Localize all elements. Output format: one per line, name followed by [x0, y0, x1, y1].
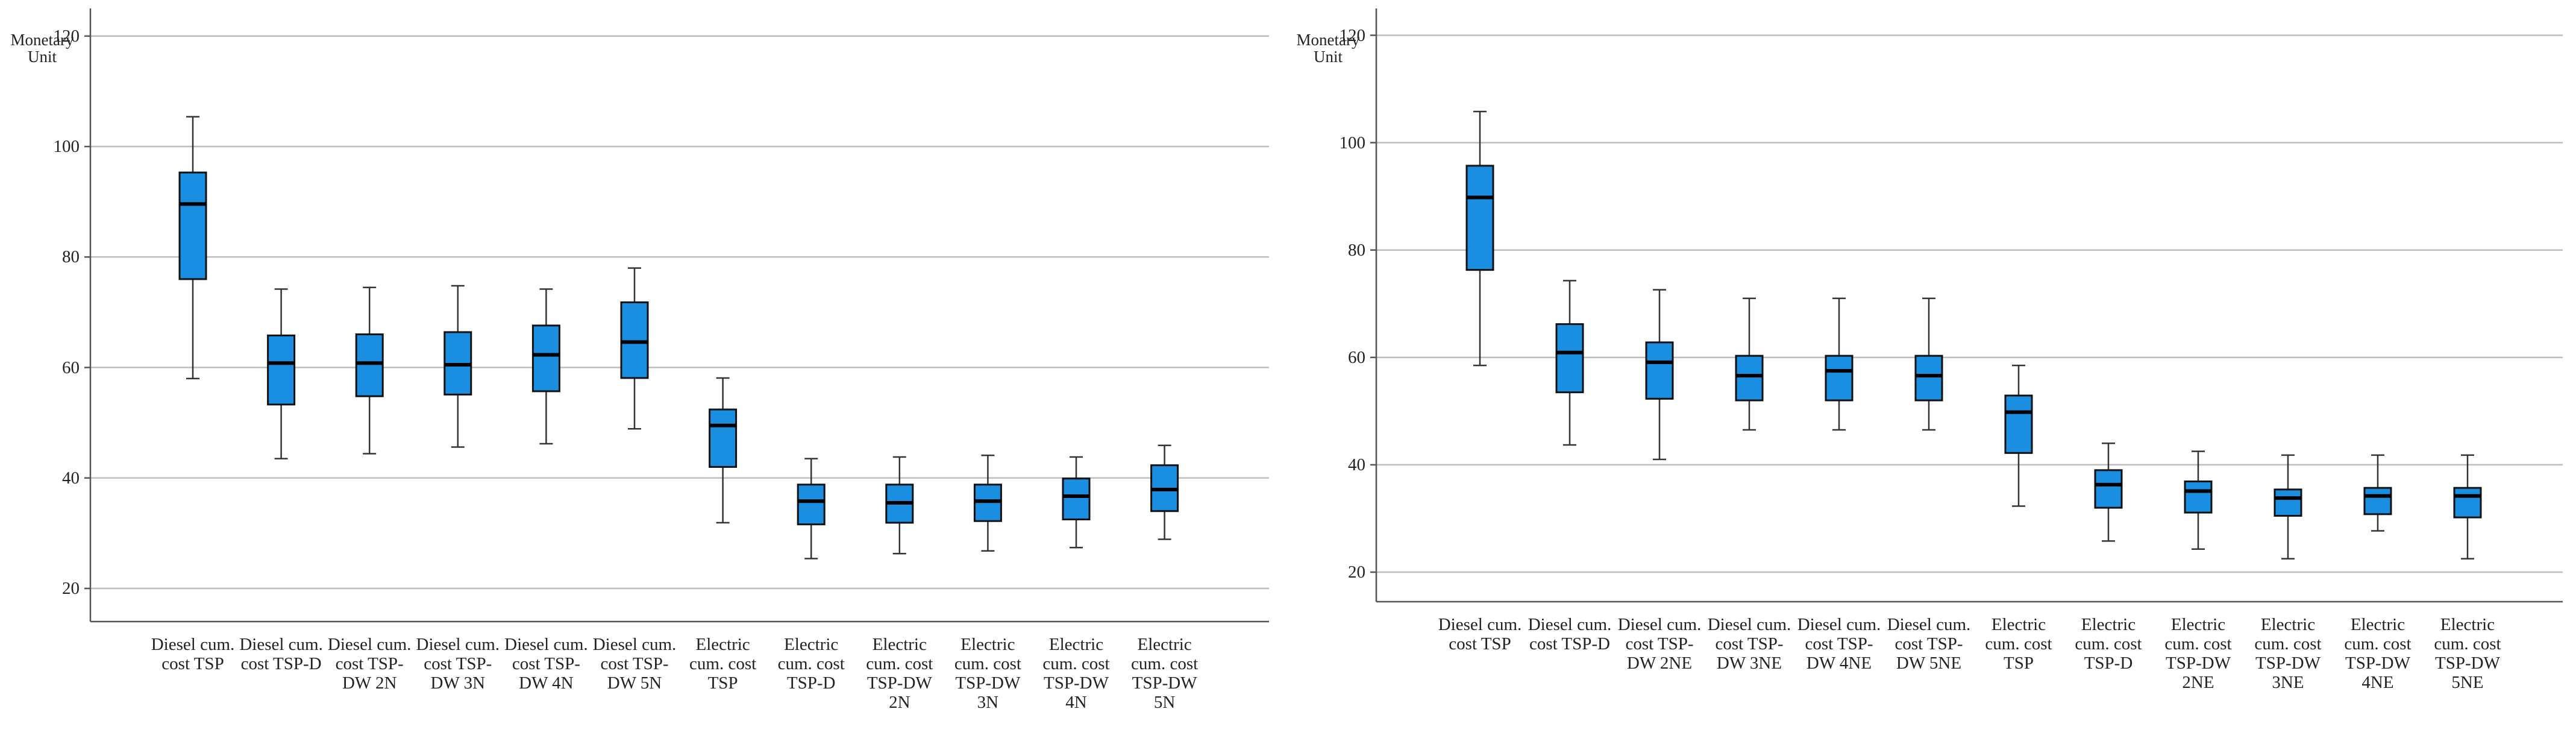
- y-tick-label: 40: [62, 468, 80, 488]
- category-label: Diesel cum. cost TSP: [1438, 615, 1522, 654]
- y-axis-label: Monetary Unit: [10, 31, 74, 66]
- y-tick-label: 60: [1348, 347, 1365, 367]
- box: [2274, 488, 2302, 517]
- y-tick-label: 120: [53, 26, 80, 46]
- category-label: Diesel cum. cost TSP-D: [1528, 615, 1612, 654]
- category-label: Electric cum. cost TSP-DW 3N: [954, 635, 1021, 712]
- category-label: Electric cum. cost TSP-DW 4N: [1042, 635, 1110, 712]
- category-label: Diesel cum. cost TSP-DW 3N: [416, 635, 500, 693]
- box: [1914, 355, 1943, 402]
- y-axis-label: Monetary Unit: [1296, 31, 1360, 66]
- y-tick-label: 20: [1348, 562, 1365, 582]
- category-label: Electric cum. cost TSP-DW 3NE: [2254, 615, 2322, 692]
- box: [2004, 394, 2033, 454]
- y-tick-label: 40: [1348, 455, 1365, 474]
- box: [2363, 487, 2392, 515]
- category-label: Electric cum. cost TSP-DW 4NE: [2344, 615, 2411, 692]
- category-label: Diesel cum. cost TSP: [151, 635, 235, 673]
- category-label: Electric cum. cost TSP-D: [2075, 615, 2142, 673]
- category-label: Electric cum. cost TSP-DW 2N: [866, 635, 933, 712]
- box: [1735, 355, 1764, 402]
- category-label: Electric cum. cost TSP-DW 2NE: [2164, 615, 2232, 692]
- box: [178, 171, 207, 280]
- category-label: Diesel cum. cost TSP-DW 4N: [504, 635, 588, 693]
- y-tick-label: 80: [1348, 240, 1365, 260]
- category-label: Diesel cum. cost TSP-DW 5NE: [1887, 615, 1971, 673]
- category-label: Diesel cum. cost TSP-DW 3NE: [1707, 615, 1791, 673]
- box: [1825, 355, 1854, 402]
- box: [2094, 469, 2123, 509]
- y-tick-label: 100: [53, 137, 80, 157]
- box: [531, 324, 560, 392]
- box: [1465, 165, 1494, 271]
- category-label: Electric cum. cost TSP-DW 5N: [1131, 635, 1199, 712]
- box: [2184, 481, 2213, 514]
- y-tick-label: 100: [1339, 133, 1366, 153]
- category-label: Diesel cum. cost TSP-D: [239, 635, 323, 673]
- box: [620, 301, 649, 379]
- y-tick-label: 120: [1339, 25, 1366, 45]
- box: [355, 333, 384, 397]
- category-label: Diesel cum. cost TSP-DW 2N: [327, 635, 412, 693]
- box: [1062, 477, 1091, 521]
- box: [1555, 323, 1584, 394]
- y-tick-label: 80: [62, 247, 80, 267]
- y-tick-label: 20: [62, 579, 80, 599]
- category-label: Electric cum. cost TSP-DW 5NE: [2434, 615, 2501, 692]
- box: [797, 484, 826, 526]
- box: [709, 408, 738, 468]
- box: [267, 334, 296, 406]
- category-label: Electric cum. cost TSP: [689, 635, 757, 693]
- category-label: Diesel cum. cost TSP-DW 5N: [592, 635, 677, 693]
- box: [1645, 341, 1674, 400]
- box: [2453, 487, 2482, 518]
- category-label: Diesel cum. cost TSP-DW 4NE: [1797, 615, 1881, 673]
- category-label: Diesel cum. cost TSP-DW 2NE: [1617, 615, 1702, 673]
- y-tick-label: 60: [62, 358, 80, 377]
- category-label: Electric cum. cost TSP-D: [777, 635, 845, 693]
- category-label: Electric cum. cost TSP: [1985, 615, 2052, 673]
